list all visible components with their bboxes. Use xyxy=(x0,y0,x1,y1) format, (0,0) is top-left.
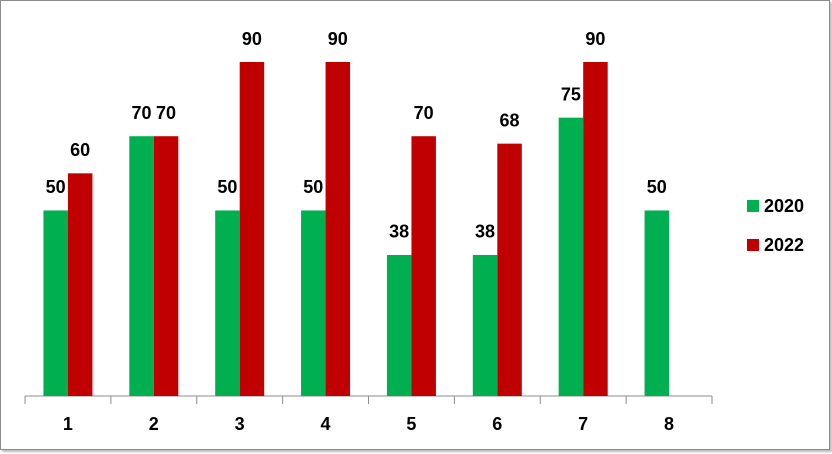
data-label: 90 xyxy=(585,29,605,49)
data-label: 70 xyxy=(156,103,176,123)
bar xyxy=(386,254,412,396)
data-label: 90 xyxy=(242,29,262,49)
bar xyxy=(239,62,265,396)
x-tick-label: 7 xyxy=(578,414,588,434)
data-label: 50 xyxy=(46,177,66,197)
data-label: 50 xyxy=(303,177,323,197)
data-label: 50 xyxy=(647,177,667,197)
x-tick-label: 5 xyxy=(406,414,416,434)
legend-label: 2020 xyxy=(764,196,804,216)
x-tick-label: 4 xyxy=(321,414,331,434)
legend-label: 2022 xyxy=(764,235,804,255)
data-label: 70 xyxy=(414,103,434,123)
data-label: 75 xyxy=(561,84,581,104)
bar xyxy=(325,62,351,396)
bar xyxy=(558,117,584,397)
data-label: 60 xyxy=(70,140,90,160)
bar xyxy=(472,254,498,396)
bar xyxy=(67,173,93,396)
x-tick-label: 1 xyxy=(63,414,73,434)
data-label: 70 xyxy=(132,103,152,123)
data-label: 38 xyxy=(389,222,409,242)
legend-swatch xyxy=(747,200,759,212)
x-tick-label: 2 xyxy=(149,414,159,434)
bar xyxy=(43,210,68,396)
bar xyxy=(301,210,326,396)
x-tick-label: 8 xyxy=(664,414,674,434)
x-tick-label: 6 xyxy=(492,414,502,434)
data-label: 68 xyxy=(500,110,520,130)
bar xyxy=(497,143,522,396)
bar xyxy=(583,62,608,396)
bar xyxy=(411,136,436,396)
bar xyxy=(153,136,179,396)
bar xyxy=(215,210,240,396)
bar xyxy=(644,210,670,396)
data-label: 38 xyxy=(475,222,495,242)
x-tick-label: 3 xyxy=(235,414,245,434)
legend-swatch xyxy=(747,239,759,251)
data-label: 90 xyxy=(328,29,348,49)
data-label: 50 xyxy=(217,177,237,197)
bar xyxy=(129,136,154,396)
